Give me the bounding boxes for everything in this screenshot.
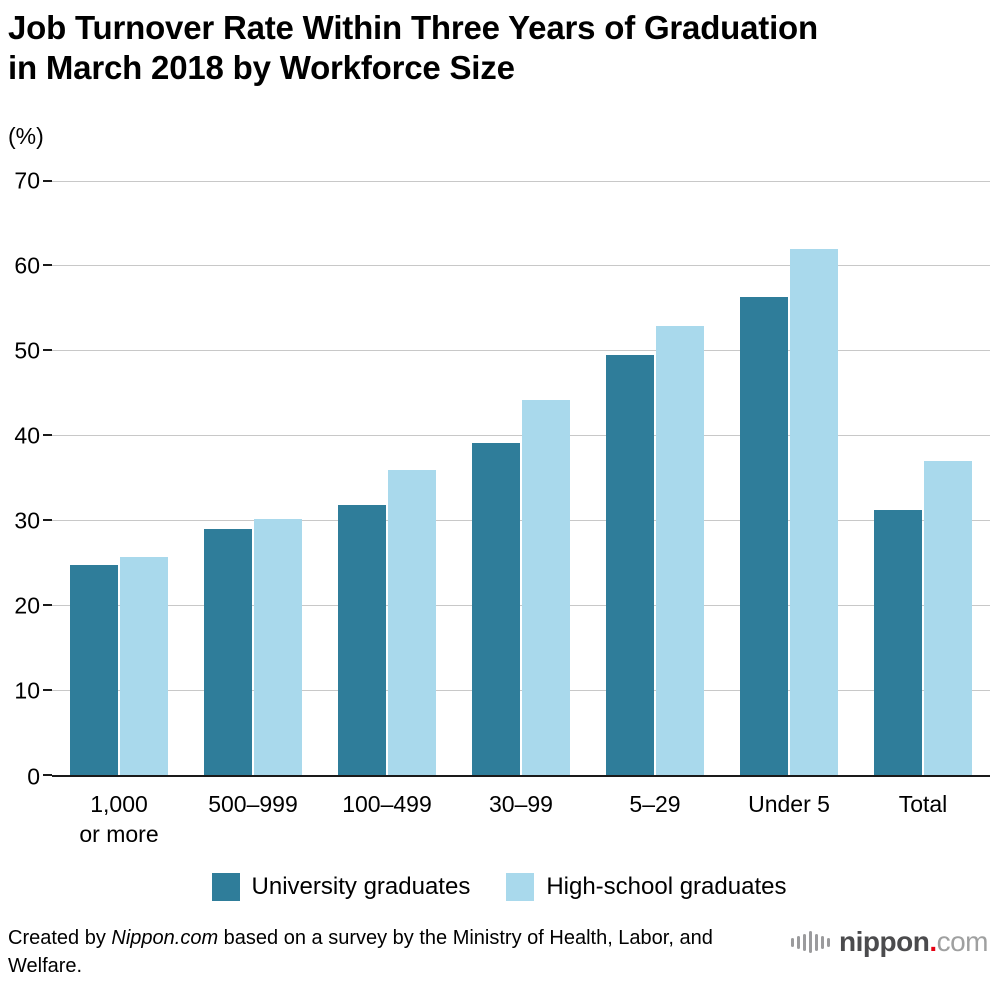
bar-high-school-graduates: [120, 557, 168, 775]
waveform-bar: [797, 935, 801, 949]
bar-group-3: [320, 181, 454, 775]
attribution-prefix: Created by: [8, 927, 112, 950]
bar-university-graduates: [874, 509, 922, 775]
bar-group-5: [588, 181, 722, 775]
y-tick-mark: [43, 688, 52, 691]
x-axis-label: Under 5: [748, 790, 830, 817]
y-tick-label: 40: [14, 422, 40, 449]
y-tick-label: 70: [14, 167, 40, 193]
bar-group-2: [186, 181, 320, 775]
bar-high-school-graduates: [924, 461, 972, 775]
x-axis-label: Total: [898, 790, 948, 817]
x-axis-labels: 1,000 or more 500–999 100–499 30–99 5–29 Unde…: [52, 789, 990, 850]
gridline: [52, 689, 990, 691]
logo-nippon: nippon: [839, 926, 930, 958]
bar-university-graduates: [472, 442, 520, 775]
y-tick-mark: [43, 434, 52, 437]
title-line-2: in March 2018 by Workforce Size: [8, 49, 515, 87]
legend-label: High-school graduates: [546, 873, 787, 901]
gridline: [52, 519, 990, 521]
waveform-bar: [809, 931, 813, 954]
legend-swatch: [506, 873, 535, 902]
x-axis-label: 100–499: [342, 790, 432, 817]
y-tick-mark: [43, 264, 52, 267]
attribution-text: Created by Nippon.com based on a survey …: [8, 925, 768, 980]
bar-high-school-graduates: [790, 249, 838, 775]
waveform-bar: [827, 937, 831, 947]
bar-high-school-graduates: [522, 400, 570, 775]
nippon-logo-text: nippon.com: [839, 928, 988, 956]
y-tick-label: 0: [27, 763, 40, 789]
gridline: [52, 265, 990, 267]
y-tick-label: 60: [14, 252, 40, 279]
waveform-bar: [821, 935, 825, 949]
y-tick-mark: [43, 603, 52, 606]
y-tick-mark: [43, 518, 52, 521]
bar-university-graduates: [606, 355, 654, 775]
logo-dot: .: [929, 926, 937, 958]
legend-label: University graduates: [251, 873, 471, 901]
bar-high-school-graduates: [388, 469, 436, 775]
nippon-logo: nippon.com: [791, 925, 990, 956]
waveform-bar: [791, 937, 795, 947]
bar-university-graduates: [70, 564, 118, 775]
gridline: [52, 435, 990, 437]
waveform-bar: [815, 933, 819, 951]
gridline: [52, 180, 990, 182]
legend-item: High-school graduates: [506, 873, 787, 902]
bar-university-graduates: [204, 529, 252, 775]
plot-area: [43, 179, 990, 777]
x-axis-label: 1,000 or more: [79, 790, 159, 847]
bar-university-graduates: [740, 296, 788, 775]
nippon-waveform-icon: [791, 931, 831, 954]
bar-group-7: [856, 181, 990, 775]
y-tick-label: 30: [14, 507, 40, 534]
legend: University graduates High-school graduate…: [8, 873, 990, 902]
bar-groups: [52, 181, 990, 775]
y-tick-mark: [43, 349, 52, 352]
legend-item: University graduates: [211, 873, 471, 902]
bar-university-graduates: [338, 504, 386, 775]
x-axis-label: 30–99: [489, 790, 553, 817]
attribution-source: Nippon.com: [111, 927, 219, 950]
legend-swatch: [211, 873, 240, 902]
bar-group-4: [454, 181, 588, 775]
x-axis-label: 500–999: [208, 790, 298, 817]
waveform-bar: [803, 933, 807, 951]
bar-group-6: [722, 181, 856, 775]
y-tick-label: 10: [14, 677, 40, 704]
footer: Created by Nippon.com based on a survey …: [8, 925, 990, 980]
gridline: [52, 604, 990, 606]
title-line-1: Job Turnover Rate Within Three Years of …: [8, 9, 818, 46]
attribution-suffix: based on a survey by the Ministry of Hea…: [8, 927, 713, 977]
logo-com: com: [936, 926, 989, 958]
gridline: [52, 350, 990, 352]
x-axis-label: 5–29: [629, 790, 681, 817]
y-tick-mark: [43, 773, 52, 776]
y-axis-unit-label: (%): [8, 122, 44, 149]
y-axis: 0 10 20 30 40 50 60 70: [8, 169, 52, 788]
y-tick-mark: [43, 179, 52, 182]
bar-high-school-graduates: [254, 519, 302, 775]
y-tick-label: 50: [14, 337, 40, 364]
chart-title: Job Turnover Rate Within Three Years of …: [8, 8, 990, 89]
bar-high-school-graduates: [656, 326, 704, 775]
bar-group-1: [52, 181, 186, 775]
bar-chart: 0 10 20 30 40 50 60 70: [8, 169, 990, 788]
y-tick-label: 20: [14, 592, 40, 619]
